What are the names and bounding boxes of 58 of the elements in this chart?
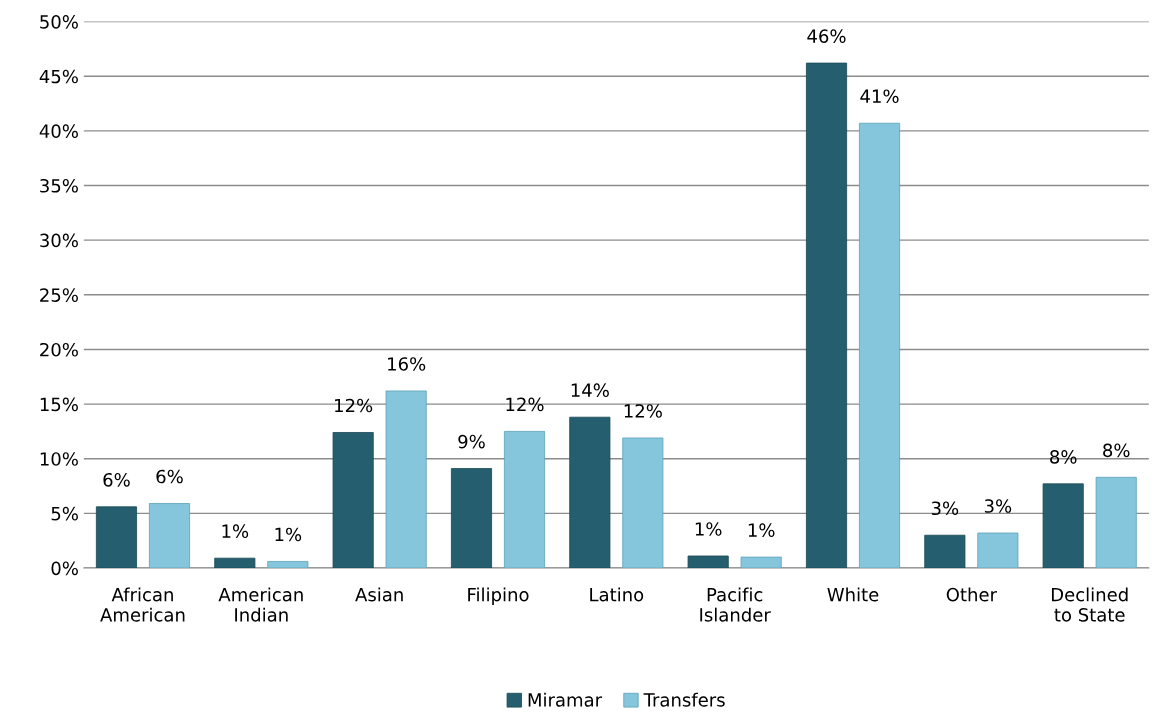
y-tick-label: 0% (51, 561, 78, 576)
data-label: 1% (695, 522, 722, 536)
x-tick-label: Latino (590, 587, 644, 602)
data-label: 46% (807, 29, 846, 43)
bar (1042, 483, 1084, 569)
data-label: 41% (860, 89, 899, 104)
data-label: 3% (984, 499, 1012, 513)
bar (503, 430, 546, 569)
bar (385, 390, 427, 569)
x-tick-label: Other (946, 587, 997, 602)
x-tick-label: African American (100, 587, 185, 622)
bar (569, 416, 611, 569)
x-tick-label: Filipino (468, 587, 529, 605)
bar (450, 468, 493, 569)
data-label: 12% (624, 404, 662, 418)
data-label: 14% (571, 383, 609, 398)
bar (95, 506, 138, 569)
x-tick-label: Declined to State (1051, 587, 1128, 622)
bar (858, 122, 901, 569)
bar (332, 432, 374, 569)
data-label: 6% (156, 469, 183, 484)
bar (622, 437, 664, 569)
y-tick-label: 40% (39, 124, 78, 138)
bar (805, 62, 848, 569)
x-tick-label: White (827, 587, 879, 602)
bar (977, 532, 1019, 569)
y-tick-label: 5% (51, 506, 78, 521)
data-label: 8% (1103, 443, 1130, 458)
bar (1095, 476, 1137, 569)
bar (740, 556, 782, 569)
data-label: 12% (506, 397, 544, 412)
y-tick-label: 45% (39, 69, 78, 84)
bar (214, 557, 256, 569)
data-label: 3% (931, 501, 959, 516)
data-label: 16% (388, 357, 426, 371)
data-label: 1% (748, 523, 775, 537)
legend-label: Miramar (528, 692, 603, 707)
y-tick-label: 30% (40, 233, 78, 248)
y-tick-label: 50% (40, 15, 78, 29)
data-label: 12% (335, 398, 373, 413)
y-tick-label: 20% (40, 342, 78, 357)
legend-label: Transfers (643, 692, 725, 707)
y-tick-label: 15% (40, 397, 78, 412)
bar (148, 503, 191, 569)
data-label: 1% (222, 524, 249, 539)
bar (924, 534, 966, 569)
x-tick-label: Asian (355, 587, 403, 602)
data-label: 9% (458, 434, 485, 449)
x-tick-label: American Indian (218, 587, 303, 622)
y-tick-label: 10% (40, 452, 78, 466)
data-label: 8% (1050, 450, 1077, 464)
x-tick-label: Pacific Islander (700, 587, 771, 622)
bar (267, 561, 309, 569)
y-tick-label: 35% (40, 178, 78, 193)
y-tick-label: 25% (40, 288, 78, 302)
data-label: 6% (103, 472, 130, 487)
data-label: 1% (275, 527, 302, 542)
bar (687, 555, 729, 569)
